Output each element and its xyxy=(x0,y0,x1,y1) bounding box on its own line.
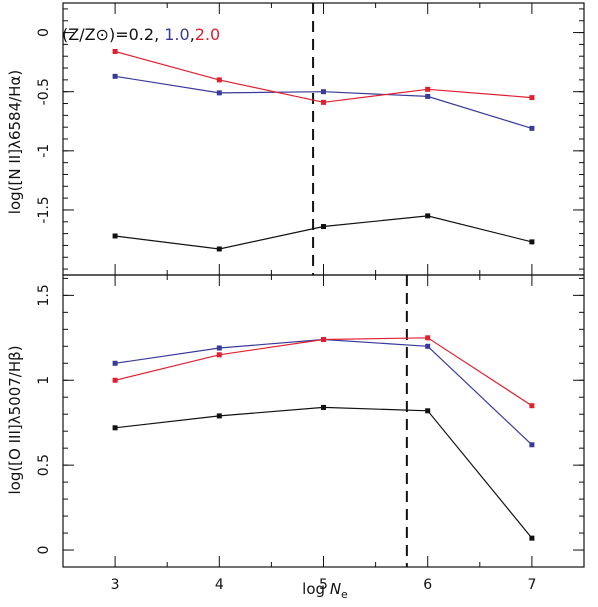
bottom-ytick-label: 0.5 xyxy=(36,454,52,476)
bottom-xtick-label: 6 xyxy=(423,577,432,593)
top-ylabel: log([N II]λ6584/Hα) xyxy=(6,70,24,214)
data-series xyxy=(112,48,535,541)
bottom-point-1.0 xyxy=(112,360,118,366)
top-point-0.2 xyxy=(425,213,431,219)
x-axis-label-N: N xyxy=(330,580,341,598)
legend-separator: , xyxy=(190,25,195,44)
x-axis-label-log: log xyxy=(302,580,330,598)
bottom-point-2.0 xyxy=(216,352,222,358)
top-ytick-label: -1.5 xyxy=(36,196,52,223)
top-point-1.0 xyxy=(112,73,118,79)
bottom-xtick-label: 7 xyxy=(527,577,536,593)
top-point-1.0 xyxy=(425,93,431,99)
bottom-xtick-label: 5 xyxy=(319,577,328,593)
bottom-ytick-label: 1 xyxy=(36,376,52,385)
bottom-point-1.0 xyxy=(529,442,535,448)
top-point-1.0 xyxy=(216,90,222,96)
bottom-point-1.0 xyxy=(216,345,222,351)
top-point-0.2 xyxy=(112,233,118,239)
legend-separator: , xyxy=(154,25,164,44)
bottom-point-0.2 xyxy=(321,404,326,410)
top-point-0.2 xyxy=(216,246,222,252)
top-point-2.0 xyxy=(112,48,118,54)
top-point-1.0 xyxy=(321,89,326,95)
top-series-line-2.0 xyxy=(114,50,532,103)
legend-entry-1.0: 1.0 xyxy=(164,25,189,44)
legend-entry-2.0: 2.0 xyxy=(195,25,220,44)
top-ytick-label: 0 xyxy=(36,28,52,37)
top-point-1.0 xyxy=(529,125,535,131)
top-point-2.0 xyxy=(321,99,326,105)
bottom-point-1.0 xyxy=(425,343,431,349)
bottom-point-2.0 xyxy=(425,335,431,341)
top-point-2.0 xyxy=(216,77,222,83)
top-point-2.0 xyxy=(425,86,431,92)
bottom-point-2.0 xyxy=(112,377,118,383)
bottom-xtick-label: 3 xyxy=(111,577,120,593)
top-series-line-0.2 xyxy=(115,215,533,250)
bottom-point-0.2 xyxy=(529,535,535,541)
top-point-2.0 xyxy=(529,95,535,101)
tick-labels: 0 -0.5 -1 -1.5 0 0.5 1 1.5 3 4 5 6 7 xyxy=(36,28,536,593)
x-axis-label-e: e xyxy=(341,588,348,601)
bottom-point-0.2 xyxy=(112,425,118,431)
bottom-series-line-0.2 xyxy=(115,406,533,539)
x-axis-label: log Ne xyxy=(302,580,348,601)
legend-entry-0.2: 0.2 xyxy=(129,25,154,44)
legend: (Z/Z⊙)=0.2, 1.0,2.0 xyxy=(62,25,220,44)
bottom-ytick-label: 0 xyxy=(36,546,52,555)
bottom-point-0.2 xyxy=(425,408,431,414)
threshold-lines xyxy=(312,3,408,567)
top-point-0.2 xyxy=(321,224,326,230)
bottom-series-line-1.0 xyxy=(115,338,533,446)
bottom-point-2.0 xyxy=(321,337,326,343)
axis-ticks xyxy=(63,3,584,567)
top-ytick-label: -1 xyxy=(36,144,52,158)
bottom-ylabel: log([O III]λ5007/Hβ) xyxy=(6,345,24,494)
legend-prefix: (Z/Z⊙)= xyxy=(62,25,129,44)
top-point-0.2 xyxy=(529,239,535,245)
top-ytick-label: -0.5 xyxy=(36,78,52,105)
bottom-series-line-2.0 xyxy=(114,337,533,407)
bottom-point-2.0 xyxy=(529,403,535,409)
bottom-point-0.2 xyxy=(216,413,222,419)
bottom-xtick-label: 4 xyxy=(215,577,224,593)
bottom-ytick-label: 1.5 xyxy=(36,284,52,306)
